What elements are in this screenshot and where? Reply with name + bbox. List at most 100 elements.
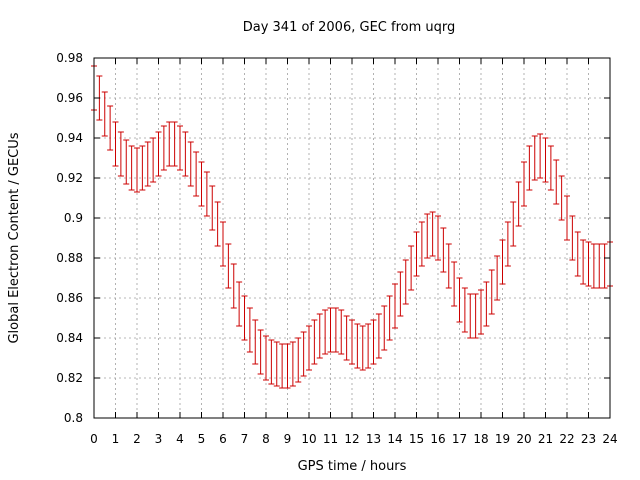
error-bar-point <box>134 147 140 193</box>
error-bar-point <box>327 307 334 353</box>
error-bar-point <box>112 121 119 167</box>
error-bar-point <box>268 339 275 385</box>
x-tick-label: 2 <box>133 432 141 446</box>
x-tick-label: 15 <box>409 432 424 446</box>
error-bar-point <box>203 171 210 217</box>
x-tick-label: 24 <box>602 432 617 446</box>
error-bar-point <box>257 329 264 375</box>
error-bar-point <box>494 255 501 301</box>
error-bar-point <box>150 137 157 183</box>
x-tick-label: 8 <box>262 432 270 446</box>
error-bar-point <box>155 131 162 177</box>
x-tick-labels: 0 1 2 3 4 5 6 7 8 9 10 11 12 13 14 15 16 17 18 19 20 21 22 23 24 <box>90 432 617 446</box>
x-tick-label: 22 <box>559 432 574 446</box>
error-bar-point <box>585 241 592 287</box>
y-tick-label: 0.9 <box>64 211 83 225</box>
error-bar-point <box>295 337 302 383</box>
error-bar-point <box>504 221 511 267</box>
error-bar-point <box>322 309 329 355</box>
x-tick-label: 14 <box>387 432 402 446</box>
x-tick-label: 9 <box>284 432 292 446</box>
error-bar-point <box>273 341 280 387</box>
error-bar-point <box>241 295 248 341</box>
y-tick-label: 0.8 <box>64 411 83 425</box>
error-bar-point <box>198 161 205 207</box>
x-tick-label: 11 <box>323 432 338 446</box>
x-tick-label: 17 <box>452 432 467 446</box>
error-bar-point <box>311 319 318 365</box>
x-tick-label: 6 <box>219 432 227 446</box>
error-bar-point <box>381 305 388 351</box>
error-bar-point <box>526 145 533 191</box>
y-tick-label: 0.82 <box>56 371 83 385</box>
error-bar-point <box>365 323 372 369</box>
error-bar-point <box>214 201 221 247</box>
error-bar-point <box>558 175 565 221</box>
error-bar-point <box>316 313 323 359</box>
x-tick-label: 12 <box>344 432 359 446</box>
x-tick-label: 0 <box>90 432 98 446</box>
error-bar-point <box>230 263 237 309</box>
error-bar-point <box>144 141 151 187</box>
error-bar-point <box>300 331 307 377</box>
error-bar-point <box>284 343 291 389</box>
error-bar-point <box>542 137 549 183</box>
error-bar-point <box>510 201 517 247</box>
x-tick-label: 13 <box>366 432 381 446</box>
x-tick-label: 18 <box>473 432 488 446</box>
error-bar-point <box>461 287 468 333</box>
error-bar-point <box>123 139 130 185</box>
y-tick-label: 0.84 <box>56 331 83 345</box>
error-bar-point <box>386 295 393 341</box>
error-bar-point <box>225 243 232 289</box>
error-bar-point <box>397 271 404 317</box>
x-tick-label: 19 <box>495 432 510 446</box>
error-bar-point <box>429 211 436 257</box>
error-bar-point <box>209 185 216 231</box>
chart-title: Day 341 of 2006, GEC from uqrg <box>243 20 456 35</box>
x-tick-label: 4 <box>176 432 184 446</box>
error-bar-point <box>160 125 167 171</box>
error-bar-point <box>564 195 570 241</box>
error-bar-point <box>596 243 603 289</box>
error-bar-point <box>338 309 345 355</box>
error-bar-point <box>182 131 189 177</box>
error-bar-point <box>375 313 382 359</box>
y-tick-labels: 0.8 0.82 0.84 0.86 0.88 0.9 0.92 0.94 0.96 0.98 <box>56 51 83 425</box>
x-tick-label: 16 <box>430 432 445 446</box>
error-bar-point <box>332 307 339 353</box>
x-tick-label: 3 <box>155 432 163 446</box>
y-axis-label: Global Electron Content / GECUs <box>7 132 22 343</box>
y-tick-label: 0.96 <box>56 91 83 105</box>
y-tick-label: 0.94 <box>56 131 83 145</box>
grid <box>94 58 610 418</box>
error-bar-point <box>445 243 452 289</box>
error-bar-point <box>101 91 108 137</box>
error-bar-point <box>402 259 409 305</box>
error-bar-point <box>590 243 597 289</box>
error-bar-point <box>252 319 259 365</box>
error-bar-point <box>349 319 355 365</box>
error-bar-point <box>574 231 581 277</box>
x-tick-label: 5 <box>198 432 206 446</box>
error-bar-point <box>440 227 447 273</box>
error-bar-point <box>107 105 114 151</box>
error-bar-point <box>537 133 544 179</box>
error-bar-point <box>601 243 608 289</box>
error-bar-point <box>354 323 361 369</box>
error-bar-point <box>370 319 377 365</box>
error-bar-point <box>435 215 441 261</box>
axis-ticks <box>93 57 611 419</box>
x-tick-label: 20 <box>516 432 531 446</box>
error-bar-point <box>166 121 173 167</box>
x-tick-label: 7 <box>241 432 249 446</box>
y-tick-label: 0.86 <box>56 291 83 305</box>
x-tick-label: 10 <box>301 432 316 446</box>
error-bar-point <box>246 307 253 353</box>
error-bar-point <box>220 221 226 267</box>
x-tick-label: 23 <box>581 432 596 446</box>
x-tick-label: 1 <box>112 432 120 446</box>
error-bar-point <box>413 231 420 277</box>
x-tick-label: 21 <box>538 432 553 446</box>
